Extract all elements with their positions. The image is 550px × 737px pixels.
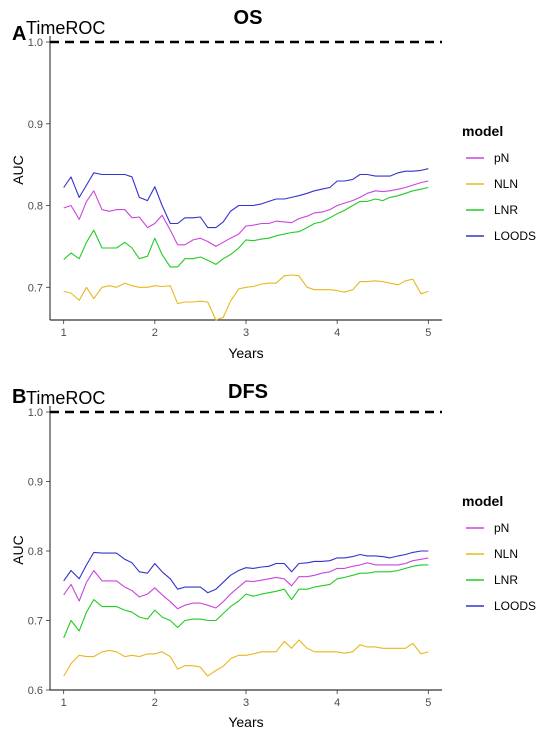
panel-b-x-tick-label: 4 [334, 697, 340, 709]
panel-b-legend-label-loods: LOODS [494, 599, 536, 613]
panel-b-legend-label-lnr: LNR [494, 573, 518, 587]
panel-a-series-pn [63, 180, 429, 247]
panel-b-legend-label-pn: pN [494, 521, 509, 535]
panel-b: B TimeROC DFS 0.6 0.7 0.8 0.9 1.0 1 2 3 4 5 Years… [10, 381, 536, 730]
panel-b-series-loods [63, 550, 429, 594]
panel-b-y-tick-label: 1.0 [28, 407, 43, 419]
panel-b-x-tick-label: 5 [425, 697, 431, 709]
panel-b-x-tick-label: 1 [61, 697, 67, 709]
panel-b-y-tick-label: 0.7 [28, 616, 43, 628]
panel-a-x-axis-title: Years [228, 345, 263, 361]
panel-a-legend-title: model [462, 123, 503, 139]
panel-a-x-tick-label: 5 [425, 327, 431, 339]
panel-a-series-lnr [63, 186, 429, 268]
panel-b-x-axis-title: Years [228, 714, 263, 730]
panel-a-y-tick-label: 0.9 [28, 119, 43, 131]
panel-a-title: OS [234, 7, 263, 29]
panel-a-legend: model pN NLN LNR LOODS [462, 123, 536, 243]
panel-a-legend-label-nln: NLN [494, 177, 518, 191]
panel-a-x-tick-label: 3 [243, 327, 249, 339]
panel-a-x-tick-label: 4 [334, 327, 340, 339]
panel-a-plot-area: 0.7 0.8 0.9 1.0 1 2 3 4 5 [28, 36, 442, 339]
panel-b-legend-title: model [462, 493, 503, 509]
panel-a-y-tick-label: 1.0 [28, 37, 43, 49]
panel-b-y-axis-title: AUC [10, 535, 26, 565]
panel-a-legend-label-pn: pN [494, 151, 509, 165]
panel-b-series-lnr [63, 564, 429, 639]
panel-a-subtitle: TimeROC [26, 18, 105, 38]
panel-b-legend: model pN NLN LNR LOODS [462, 493, 536, 613]
panel-a-x-tick-label: 2 [152, 327, 158, 339]
panel-b-y-tick-label: 0.8 [28, 546, 43, 558]
panel-b-legend-label-nln: NLN [494, 547, 518, 561]
panel-b-x-tick-label: 2 [152, 697, 158, 709]
panel-b-title: DFS [228, 381, 268, 403]
panel-b-y-tick-label: 0.9 [28, 477, 43, 489]
panel-a-y-tick-label: 0.7 [28, 282, 43, 294]
panel-b-y-tick-label: 0.6 [28, 685, 43, 697]
panel-b-plot-area: 0.6 0.7 0.8 0.9 1.0 1 2 3 4 5 [28, 406, 442, 709]
panel-a-legend-label-lnr: LNR [494, 203, 518, 217]
panel-letter-b: B [12, 386, 26, 408]
panel-b-series-pn [63, 557, 429, 610]
panel-b-subtitle: TimeROC [26, 388, 105, 408]
panel-letter-a: A [12, 23, 26, 45]
panel-b-series-nln [63, 639, 429, 677]
panel-b-x-tick-label: 3 [243, 697, 249, 709]
panel-a-series-nln [63, 274, 429, 321]
panel-a-y-axis-title: AUC [10, 155, 26, 185]
panel-a-x-tick-label: 1 [61, 327, 67, 339]
panel-a-y-tick-label: 0.8 [28, 201, 43, 213]
panel-a: A TimeROC OS 0.7 0.8 0.9 1.0 1 2 3 4 5 Years AUC… [10, 7, 536, 361]
panel-a-series-loods [63, 168, 429, 229]
panel-a-legend-label-loods: LOODS [494, 229, 536, 243]
